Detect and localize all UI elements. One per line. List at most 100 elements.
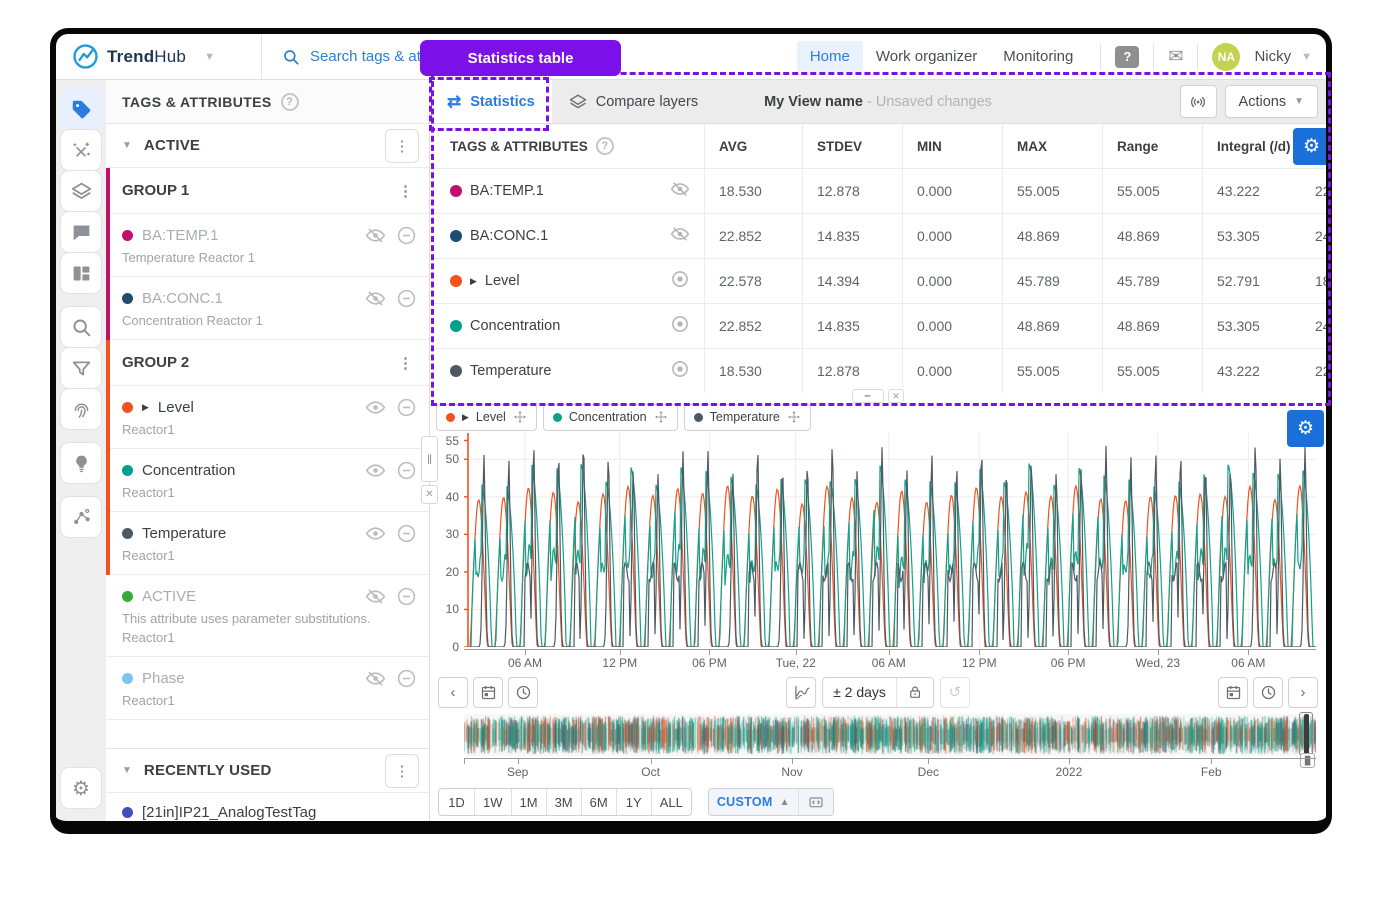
tag-item[interactable]: ACTIVE This attribute uses parameter sub…	[106, 575, 429, 657]
overview-strip[interactable]: ▐▌	[464, 712, 1316, 768]
tag-item[interactable]: ▶ Level Reactor1	[106, 386, 429, 449]
resize-grip-icon[interactable]: ━	[852, 389, 884, 403]
table-row[interactable]: Temperature 18.530 12.878 0.000 55.005 55.00…	[430, 348, 1326, 393]
kebab-menu-button[interactable]: ⋮	[398, 182, 413, 200]
trend-plot[interactable]: 55 50 40 30 20 10 0	[446, 433, 1316, 654]
nav-monitoring[interactable]: Monitoring	[1003, 47, 1074, 65]
custom-range-button[interactable]: CUSTOM ▲	[708, 789, 798, 815]
range-1w-button[interactable]: 1W	[474, 789, 511, 815]
panel-splitter[interactable]: ‖ ✕	[421, 436, 438, 504]
remove-icon[interactable]	[396, 397, 417, 418]
section-recently-used[interactable]: ▼ RECENTLY USED ⋮	[106, 749, 429, 793]
brand[interactable]: TrendHub ▼	[56, 34, 262, 79]
eye-off-icon[interactable]	[365, 668, 386, 689]
end-date-button[interactable]	[1218, 676, 1248, 708]
eye-icon[interactable]	[670, 314, 690, 334]
user-name[interactable]: Nicky	[1254, 48, 1292, 65]
range-1d-button[interactable]: 1D	[448, 794, 465, 810]
tag-item[interactable]: Temperature Reactor1	[106, 512, 429, 575]
group-header[interactable]: GROUP 2 ⋮	[106, 340, 429, 386]
chevron-down-icon[interactable]: ▼	[204, 50, 215, 63]
table-row[interactable]: Concentration 22.852 14.835 0.000 48.869 48.…	[430, 303, 1326, 348]
column-header[interactable]: TAGS & ATTRIBUTES	[450, 138, 588, 154]
eye-icon[interactable]	[670, 269, 690, 289]
range-3m-button[interactable]: 3M	[545, 789, 581, 815]
eye-off-icon[interactable]	[365, 225, 386, 246]
nav-work-organizer[interactable]: Work organizer	[875, 47, 978, 65]
lock-button[interactable]	[895, 677, 933, 707]
rail-recommendations[interactable]	[60, 442, 102, 484]
table-row[interactable]: BA:TEMP.1 18.530 12.878 0.000 55.005 55.005 4…	[430, 168, 1326, 213]
rail-dashboards[interactable]	[60, 252, 102, 294]
remove-icon[interactable]	[396, 460, 417, 481]
eye-icon[interactable]	[365, 397, 386, 418]
kebab-menu-button[interactable]: ⋮	[385, 753, 419, 788]
rail-fingerprints[interactable]	[60, 388, 102, 430]
tag-item[interactable]: Concentration Reactor1	[106, 449, 429, 512]
help-circle-icon[interactable]: ?	[595, 137, 614, 155]
overview-selection-grip[interactable]: ▐▌	[1300, 753, 1315, 768]
kebab-menu-button[interactable]: ⋮	[385, 128, 419, 163]
tag-item[interactable]: Phase Reactor1	[106, 657, 429, 720]
expand-icon[interactable]: ▶	[142, 402, 149, 412]
mail-icon[interactable]: ✉	[1168, 46, 1184, 66]
expand-icon[interactable]: ▶	[470, 275, 477, 286]
recent-tag-item[interactable]: [21in]IP21_AnalogTestTag	[106, 793, 429, 821]
avatar[interactable]: NA	[1212, 42, 1241, 71]
close-icon[interactable]: ✕	[421, 485, 438, 504]
remove-icon[interactable]	[396, 586, 417, 607]
table-row[interactable]: BA:CONC.1 22.852 14.835 0.000 48.869 48.869 5…	[430, 213, 1326, 258]
column-header[interactable]: Integral (/d)	[1202, 124, 1301, 168]
column-header[interactable]: Range	[1102, 124, 1202, 168]
kebab-menu-button[interactable]: ⋮	[398, 354, 413, 372]
legend-chip-concentration[interactable]: Concentration	[542, 403, 678, 431]
panel-resize-handle[interactable]: ━ ✕	[430, 389, 1326, 403]
start-time-button[interactable]	[508, 676, 538, 708]
rail-calculations[interactable]	[60, 129, 102, 171]
column-header[interactable]: MAX	[1002, 124, 1102, 168]
range-1m-button[interactable]: 1M	[510, 789, 546, 815]
compare-trends-button[interactable]	[786, 676, 817, 708]
eye-icon[interactable]	[670, 359, 690, 379]
nav-home[interactable]: Home	[796, 40, 863, 72]
rail-filters[interactable]	[60, 347, 102, 389]
move-icon[interactable]	[513, 410, 527, 424]
rail-annotations[interactable]	[60, 211, 102, 253]
legend-chip-temperature[interactable]: Temperature	[683, 403, 811, 431]
tag-item[interactable]: BA:TEMP.1 Temperature Reactor 1	[106, 214, 429, 277]
range-1y-button[interactable]: 1Y	[615, 789, 651, 815]
remove-icon[interactable]	[396, 225, 417, 246]
remove-icon[interactable]	[396, 523, 417, 544]
help-button[interactable]: ?	[1115, 45, 1140, 68]
eye-icon[interactable]	[365, 523, 386, 544]
column-header[interactable]: MIN	[902, 124, 1002, 168]
rail-tags[interactable]	[60, 88, 102, 130]
eye-icon[interactable]	[365, 460, 386, 481]
eye-off-icon[interactable]	[365, 288, 386, 309]
rail-layers[interactable]	[60, 170, 102, 212]
overview-selection-bar[interactable]	[1304, 714, 1309, 754]
eye-off-icon[interactable]	[670, 224, 690, 244]
duration-label[interactable]: ± 2 days	[833, 684, 886, 700]
pan-right-button[interactable]: ›	[1288, 676, 1318, 708]
section-active[interactable]: ▼ ACTIVE ⋮	[106, 124, 429, 168]
move-icon[interactable]	[654, 410, 668, 424]
eye-off-icon[interactable]	[670, 179, 690, 199]
chevron-down-icon[interactable]: ▼	[1301, 50, 1312, 63]
end-time-button[interactable]	[1253, 676, 1283, 708]
start-date-button[interactable]	[473, 676, 503, 708]
close-icon[interactable]: ✕	[888, 389, 904, 403]
pan-left-button[interactable]: ‹	[438, 676, 468, 708]
rail-settings[interactable]: ⚙	[60, 767, 102, 809]
range-6m-button[interactable]: 6M	[580, 789, 616, 815]
range-all-button[interactable]: ALL	[650, 789, 691, 815]
tag-item[interactable]: BA:CONC.1 Concentration Reactor 1	[106, 277, 429, 340]
rail-search[interactable]	[60, 306, 102, 348]
search-input[interactable]: Search tags & attributes	[262, 48, 470, 66]
drag-grip-icon[interactable]: ‖	[421, 436, 438, 482]
help-circle-icon[interactable]: ?	[280, 92, 299, 111]
history-reset-button[interactable]: ↺	[939, 676, 970, 708]
remove-icon[interactable]	[396, 288, 417, 309]
expand-icon[interactable]: ▶	[462, 411, 469, 422]
table-settings-button[interactable]: ⚙	[1293, 128, 1326, 165]
